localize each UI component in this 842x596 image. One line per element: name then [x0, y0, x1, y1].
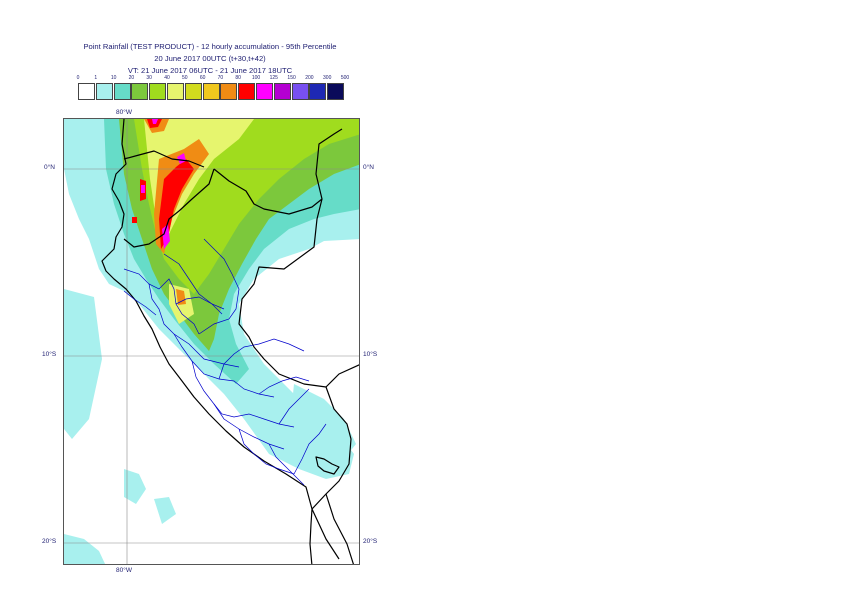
legend-threshold-label: 40	[164, 75, 170, 81]
rain-area-magenta-2	[177, 153, 186, 164]
rain-area-magenta-north	[152, 119, 158, 124]
lon-label-80w-top: 80°W	[116, 109, 132, 116]
title-line-product: Point Rainfall (TEST PRODUCT) - 12 hourl…	[83, 42, 337, 51]
border-colombia-ecuador	[123, 150, 205, 168]
rain-area-orange-south	[176, 289, 186, 305]
legend-threshold-label: 30	[146, 75, 152, 81]
legend-swatch	[78, 83, 95, 100]
border-colombia-brazil	[213, 128, 343, 215]
legend-threshold-label: 80	[235, 75, 241, 81]
legend-swatch	[184, 83, 202, 100]
legend-threshold-label: 125	[269, 75, 278, 81]
rain-area-light-southeast	[292, 384, 356, 459]
rain-area-light-offshore-1	[64, 289, 102, 439]
legend-swatch	[273, 83, 291, 100]
regional-borders	[123, 238, 327, 486]
legend-swatch	[327, 83, 345, 100]
legend-threshold-label: 1	[94, 75, 98, 81]
lat-label-20s-right: 20°S	[363, 538, 378, 545]
lat-label-20s-left: 20°S	[42, 538, 57, 545]
legend-threshold-label: 200	[305, 75, 314, 81]
rain-area-magenta-3	[141, 185, 145, 193]
legend-swatch	[202, 83, 220, 100]
legend-threshold-label: 50	[182, 75, 188, 81]
map-frame	[63, 118, 360, 565]
legend-threshold-label: 500	[340, 75, 350, 81]
legend-swatch	[238, 83, 256, 100]
lat-label-10s-right: 10°S	[363, 351, 378, 358]
legend-swatch	[149, 83, 167, 100]
title-line-validity: VT: 21 June 2017 06UTC - 21 June 2017 18…	[127, 66, 293, 75]
legend-swatch	[113, 83, 131, 100]
legend-threshold-label: 0	[76, 75, 80, 81]
rain-area-light-offshore-3	[124, 469, 146, 504]
legend-threshold-label: 10	[110, 75, 117, 81]
legend-threshold-label: 100	[251, 75, 261, 81]
legend-threshold-label: 300	[323, 75, 332, 81]
legend-threshold-label: 20	[128, 75, 135, 81]
lat-label-equator-left: 0°N	[44, 164, 55, 171]
rain-area-light-offshore-2	[64, 534, 106, 564]
rain-area-magenta	[162, 224, 170, 249]
lat-label-10s-left: 10°S	[42, 351, 57, 358]
legend-swatch	[256, 83, 273, 100]
legend-swatch	[131, 83, 149, 100]
map-canvas	[64, 119, 359, 564]
legend-swatch	[167, 83, 184, 100]
coastline	[101, 119, 313, 564]
legend-swatch	[95, 83, 113, 100]
legend-threshold-label: 70	[217, 75, 224, 81]
border-peru-brazil-east	[238, 198, 352, 510]
legend-threshold-label: 150	[287, 75, 296, 81]
legend-swatch	[291, 83, 309, 100]
lat-label-equator-right: 0°N	[363, 164, 374, 171]
rain-area-light-offshore-4	[154, 497, 176, 524]
map-gridlines	[64, 119, 359, 564]
lon-label-80w-bottom: 80°W	[116, 567, 132, 574]
border-bolivia-north	[325, 364, 359, 388]
legend-threshold-label: 60	[199, 75, 206, 81]
border-chile-bolivia	[311, 508, 340, 560]
lake-titicaca	[315, 456, 340, 475]
title-line-run: 20 June 2017 00UTC (t+30,t+42)	[154, 54, 266, 63]
border-ecuador-peru-north	[123, 168, 215, 248]
rain-area-red-spot-2	[132, 217, 137, 223]
country-borders	[101, 119, 359, 564]
legend-swatch	[220, 83, 238, 100]
border-bolivia-west	[325, 493, 354, 564]
legend-swatch	[309, 83, 327, 100]
